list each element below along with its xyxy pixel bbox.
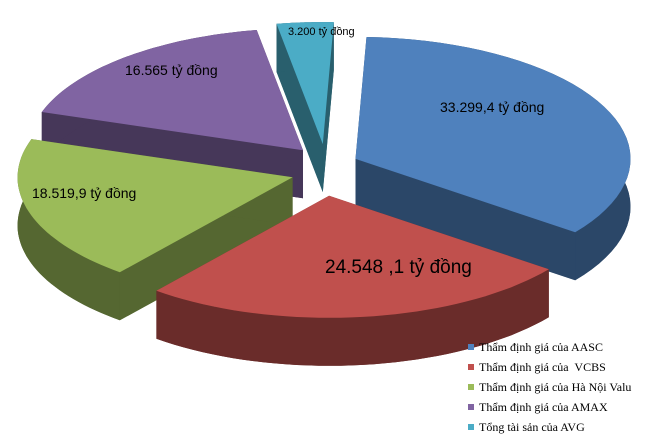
value-label: 3.200 tỷ đồng — [288, 26, 355, 38]
legend-swatch — [468, 424, 474, 430]
slice — [41, 30, 304, 151]
legend-label: Thẩm định giá của AASC — [479, 339, 603, 354]
slice-side — [355, 158, 576, 281]
legend: Thẩm định giá của AASC Thẩm định giá của … — [468, 337, 631, 437]
legend-item: Thẩm định giá của Hà Nội Valu — [468, 377, 631, 397]
slice-wall — [17, 139, 120, 321]
value-label: 18.519,9 tỷ đồng — [32, 185, 137, 201]
legend-item: Thẩm định giá của AASC — [468, 337, 631, 357]
slice — [276, 22, 334, 193]
slice-wall — [156, 269, 549, 366]
slice — [355, 37, 631, 281]
slice — [156, 195, 549, 366]
legend-label: Thẩm định giá của VCBS — [479, 359, 606, 374]
legend-item: Thẩm định giá của AMAX — [468, 397, 631, 417]
legend-item: Thẩm định giá của VCBS — [468, 357, 631, 377]
legend-swatch — [468, 404, 474, 410]
legend-swatch — [468, 384, 474, 390]
slice — [276, 22, 334, 145]
legend-item: Tổng tài sản của AVG — [468, 417, 631, 437]
slice — [156, 195, 549, 318]
legend-swatch — [468, 344, 474, 350]
legend-label: Thẩm định giá của Hà Nội Valu — [479, 379, 632, 394]
legend-label: Thẩm định giá của AMAX — [479, 399, 608, 414]
legend-label: Tổng tài sản của AVG — [479, 419, 585, 434]
slice — [355, 37, 631, 233]
slice — [17, 139, 293, 321]
value-label: 33.299,4 tỷ đồng — [440, 99, 545, 115]
value-label: 24.548 ,1 tỷ đồng — [325, 257, 472, 278]
value-label: 16.565 tỷ đồng — [125, 62, 218, 78]
legend-swatch — [468, 364, 474, 370]
slice — [17, 139, 293, 273]
